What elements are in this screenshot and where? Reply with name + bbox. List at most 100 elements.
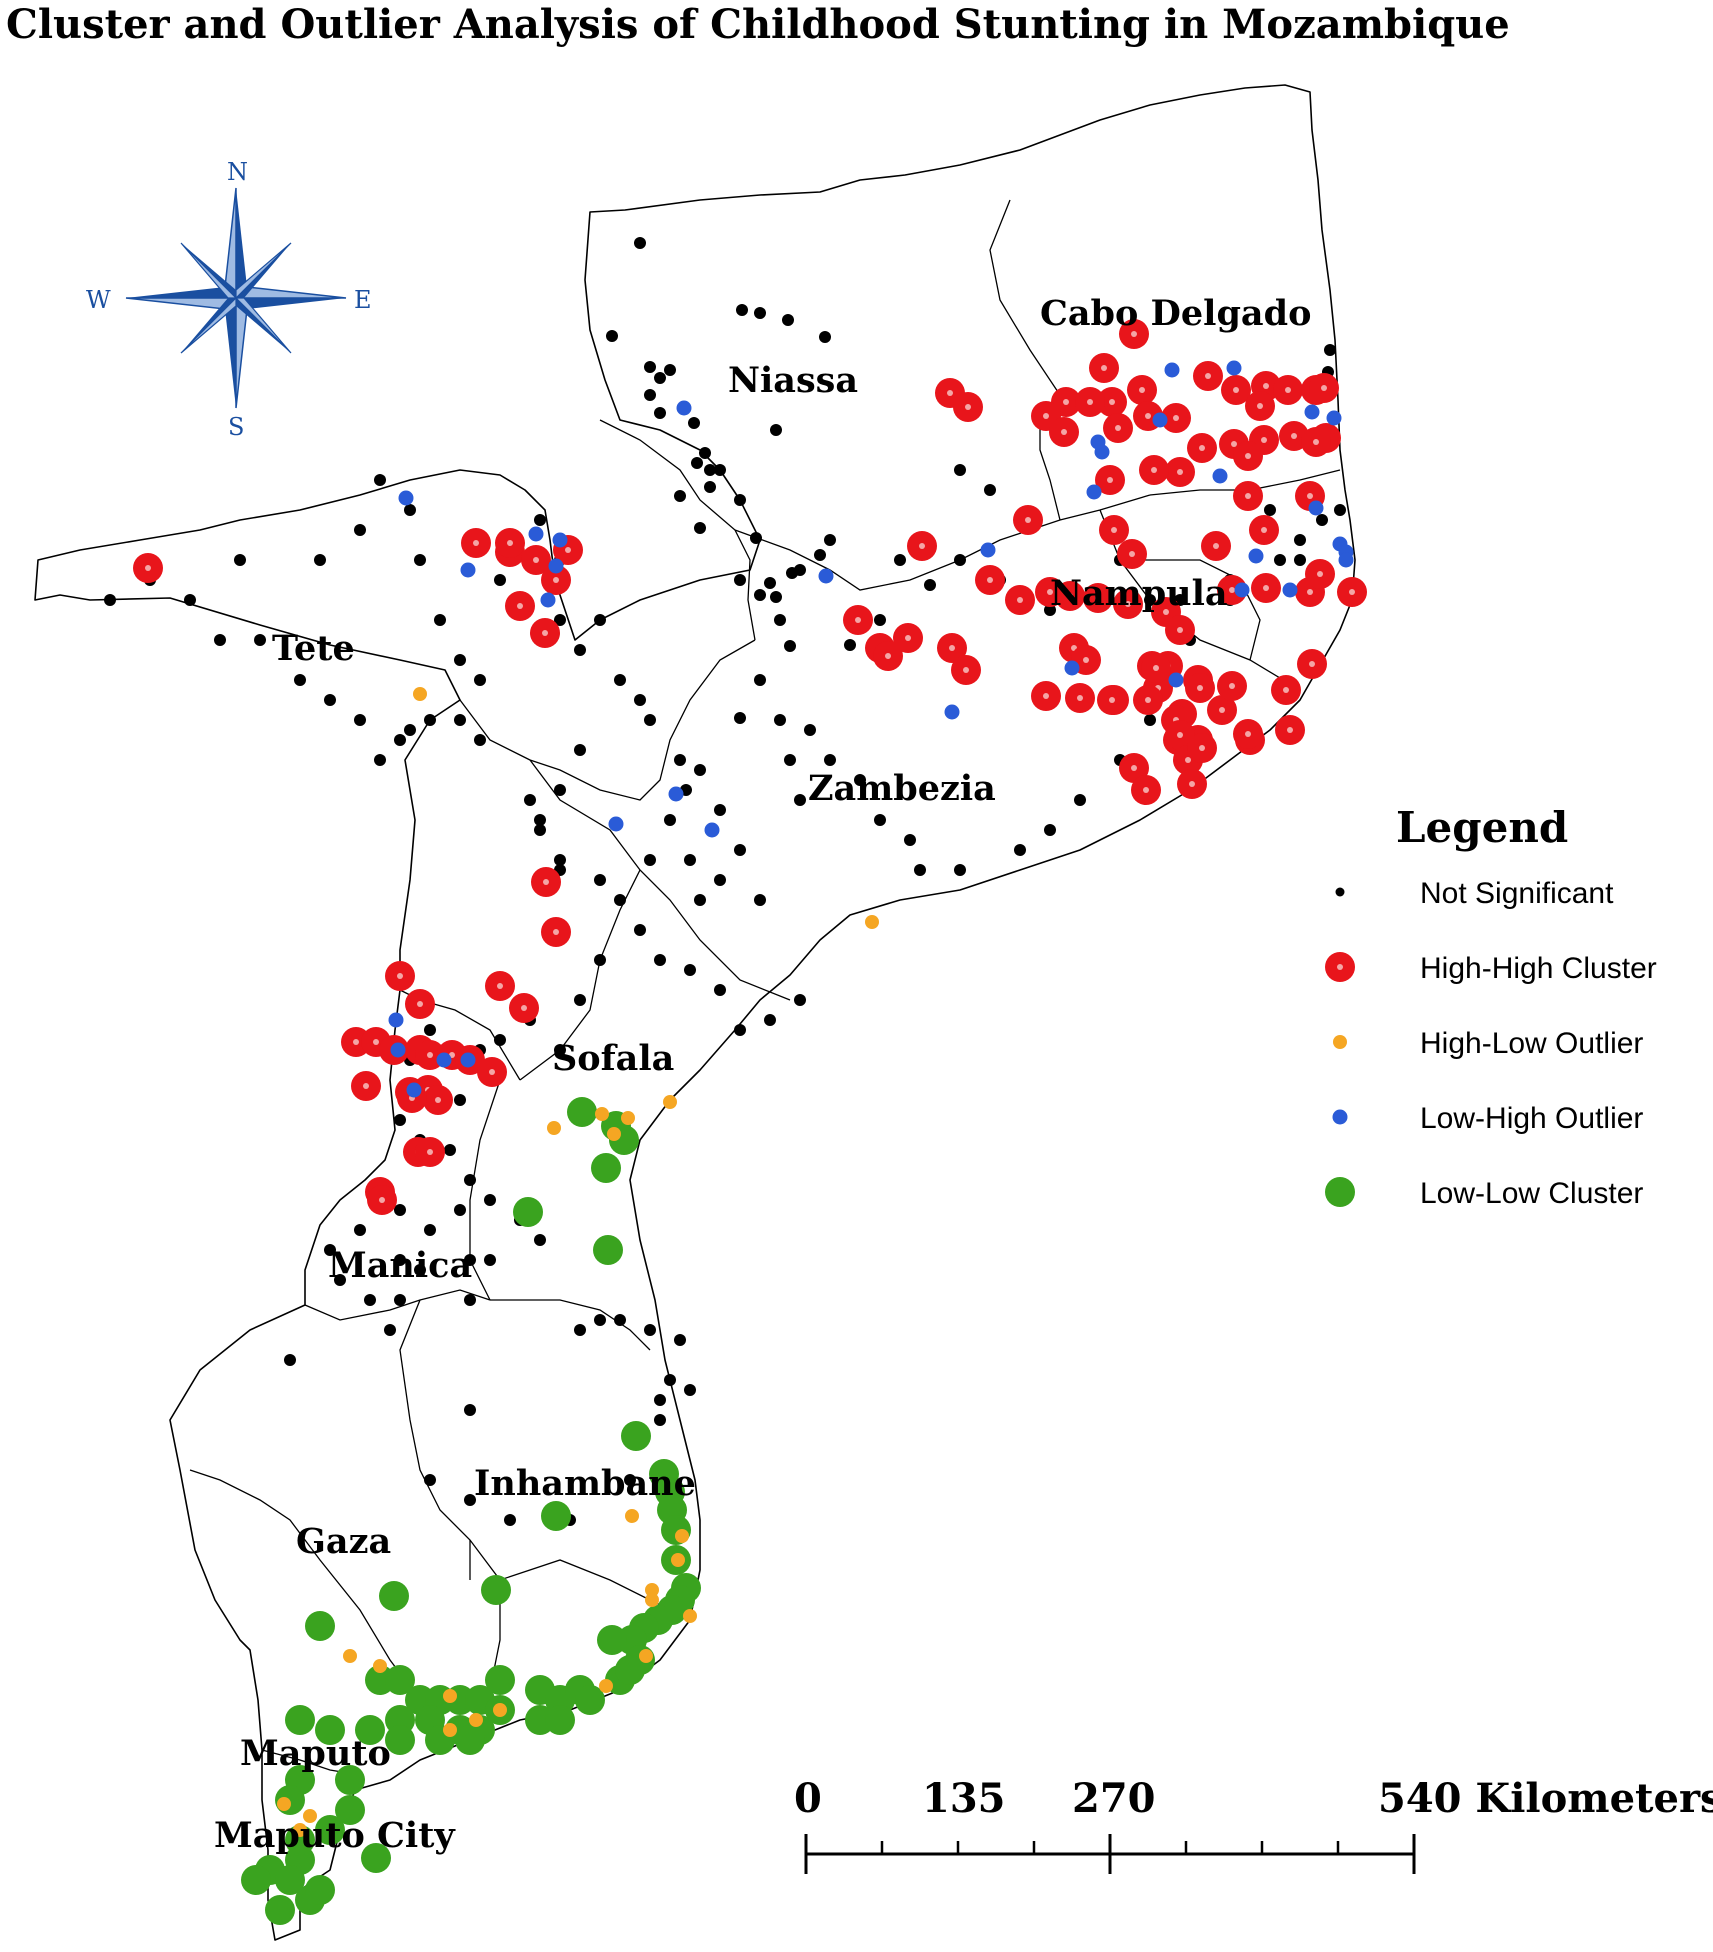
point-high-high-center <box>1313 439 1319 445</box>
point-not-significant <box>374 474 386 486</box>
point-low-low-cluster <box>305 1611 335 1641</box>
label-sofala: Sofala <box>552 1038 674 1079</box>
point-low-high-outlier <box>1168 672 1184 688</box>
point-not-significant <box>474 734 486 746</box>
point-not-significant <box>594 1314 606 1326</box>
legend-label-low-low: Low-Low Cluster <box>1420 1177 1643 1210</box>
point-high-high-center <box>1189 781 1195 787</box>
point-not-significant <box>694 522 706 534</box>
point-not-significant <box>1324 344 1336 356</box>
point-not-significant <box>574 994 586 1006</box>
point-low-low-cluster <box>385 1665 415 1695</box>
point-not-significant <box>614 894 626 906</box>
point-not-significant <box>819 331 831 343</box>
point-high-low-outlier <box>493 1703 507 1717</box>
point-not-significant <box>554 1044 566 1056</box>
point-not-significant <box>704 464 716 476</box>
point-not-significant <box>654 372 666 384</box>
point-high-high-center <box>1087 399 1093 405</box>
legend-symbol-low-high <box>1332 1109 1348 1125</box>
point-high-high-center <box>1063 399 1069 405</box>
point-high-high-center <box>1139 387 1145 393</box>
point-not-significant <box>674 754 686 766</box>
point-high-high-center <box>521 1005 527 1011</box>
point-high-high-center <box>1177 627 1183 633</box>
point-high-high-center <box>435 1097 441 1103</box>
point-high-high-center <box>1309 661 1315 667</box>
point-high-high-center <box>919 543 925 549</box>
point-high-high-center <box>1145 413 1151 419</box>
point-high-low-outlier <box>443 1689 457 1703</box>
point-high-low-outlier <box>293 1823 307 1837</box>
point-high-high-center <box>1143 787 1149 793</box>
point-high-high-center <box>1083 657 1089 663</box>
point-high-high-center <box>565 547 571 553</box>
point-low-low-cluster <box>545 1705 575 1735</box>
point-not-significant <box>644 714 656 726</box>
point-not-significant <box>644 1324 656 1336</box>
point-high-high-center <box>1153 665 1159 671</box>
point-low-high-outlier <box>388 1012 404 1028</box>
point-not-significant <box>824 534 836 546</box>
point-low-low-cluster <box>285 1705 315 1735</box>
point-low-low-cluster <box>241 1865 271 1895</box>
point-not-significant <box>454 1204 466 1216</box>
point-high-high-center <box>363 1083 369 1089</box>
point-high-low-outlier <box>671 1553 685 1567</box>
point-low-low-cluster <box>315 1815 345 1845</box>
point-high-high-center <box>1131 765 1137 771</box>
point-high-high-center <box>1131 331 1137 337</box>
point-high-high-center <box>379 1197 385 1203</box>
point-high-low-outlier <box>683 1609 697 1623</box>
point-high-high-center <box>1047 589 1053 595</box>
point-not-significant <box>1294 554 1306 566</box>
point-low-low-cluster <box>315 1715 345 1745</box>
point-low-high-outlier <box>436 1052 452 1068</box>
point-high-high-center <box>1197 685 1203 691</box>
point-high-low-outlier <box>675 1529 689 1543</box>
point-not-significant <box>764 577 776 589</box>
point-low-high-outlier <box>1152 412 1168 428</box>
point-not-significant <box>614 1314 626 1326</box>
point-not-significant <box>684 964 696 976</box>
point-not-significant <box>184 594 196 606</box>
point-high-high-center <box>905 635 911 641</box>
map-title: Cluster and Outlier Analysis of Childhoo… <box>6 1 1510 48</box>
point-not-significant <box>774 714 786 726</box>
point-high-high-center <box>1321 385 1327 391</box>
point-high-high-center <box>542 630 548 636</box>
point-low-low-cluster <box>335 1795 365 1825</box>
country-outline <box>34 84 1356 1941</box>
province-labels: Cabo Delgado Niassa Nampula Tete Zambezi… <box>214 293 1311 1856</box>
point-low-low-cluster <box>567 1097 597 1127</box>
point-not-significant <box>354 714 366 726</box>
point-not-significant <box>434 614 446 626</box>
scale-label-540: 540 Kilometers <box>1378 1775 1713 1822</box>
label-inhambane: Inhambane <box>474 1463 696 1504</box>
point-not-significant <box>214 634 226 646</box>
point-high-low-outlier <box>639 1649 653 1663</box>
point-not-significant <box>1144 714 1156 726</box>
point-high-high-center <box>145 565 151 571</box>
legend-title: Legend <box>1396 803 1568 852</box>
point-not-significant <box>454 1094 466 1106</box>
point-low-low-cluster <box>305 1875 335 1905</box>
point-high-high-center <box>1067 593 1073 599</box>
point-not-significant <box>644 361 656 373</box>
point-high-low-outlier <box>621 1111 635 1125</box>
point-high-low-outlier <box>865 915 879 929</box>
point-not-significant <box>954 464 966 476</box>
point-low-high-outlier <box>1064 660 1080 676</box>
point-not-significant <box>984 484 996 496</box>
point-high-high-center <box>1043 693 1049 699</box>
point-not-significant <box>606 330 618 342</box>
point-low-high-outlier <box>528 526 544 542</box>
point-low-high-outlier <box>1282 582 1298 598</box>
label-manica: Manica <box>328 1245 472 1286</box>
point-not-significant <box>534 514 546 526</box>
legend-label-high-high: High-High Cluster <box>1420 952 1657 985</box>
point-not-significant <box>1044 604 1056 616</box>
point-high-high-center <box>1129 551 1135 557</box>
point-low-low-cluster <box>455 1725 485 1755</box>
point-low-high-outlier <box>1090 434 1106 450</box>
